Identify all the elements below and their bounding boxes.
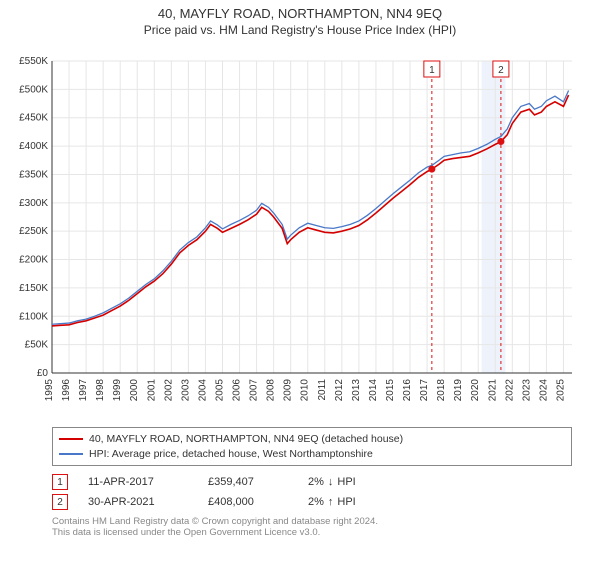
sale-date: 11-APR-2017 bbox=[88, 476, 188, 488]
svg-text:£550K: £550K bbox=[19, 56, 48, 67]
svg-text:2023: 2023 bbox=[521, 379, 532, 402]
svg-text:2020: 2020 bbox=[470, 379, 481, 402]
svg-text:1998: 1998 bbox=[95, 379, 106, 402]
sale-price: £408,000 bbox=[208, 496, 288, 508]
svg-text:2002: 2002 bbox=[163, 379, 174, 402]
svg-text:£500K: £500K bbox=[19, 84, 48, 95]
svg-text:2017: 2017 bbox=[419, 379, 430, 402]
svg-text:2006: 2006 bbox=[232, 379, 243, 402]
svg-text:£0: £0 bbox=[37, 368, 49, 379]
svg-text:£200K: £200K bbox=[19, 255, 48, 266]
sale-row: 2 30-APR-2021 £408,000 2%↑HPI bbox=[52, 494, 572, 510]
svg-text:1999: 1999 bbox=[112, 379, 123, 402]
sale-price: £359,407 bbox=[208, 476, 288, 488]
svg-text:£450K: £450K bbox=[19, 113, 48, 124]
svg-text:£300K: £300K bbox=[19, 198, 48, 209]
svg-text:2013: 2013 bbox=[351, 379, 362, 402]
svg-text:2015: 2015 bbox=[385, 379, 396, 402]
chart-container: 40, MAYFLY ROAD, NORTHAMPTON, NN4 9EQ Pr… bbox=[0, 6, 600, 538]
sale-date: 30-APR-2021 bbox=[88, 496, 188, 508]
svg-text:2003: 2003 bbox=[180, 379, 191, 402]
svg-text:2: 2 bbox=[498, 65, 504, 76]
arrow-icon: ↑ bbox=[328, 496, 334, 508]
svg-text:2025: 2025 bbox=[555, 379, 566, 402]
legend-item: 40, MAYFLY ROAD, NORTHAMPTON, NN4 9EQ (d… bbox=[59, 432, 565, 447]
svg-text:£50K: £50K bbox=[25, 340, 49, 351]
svg-text:£250K: £250K bbox=[19, 226, 48, 237]
footer-line-2: This data is licensed under the Open Gov… bbox=[52, 527, 572, 538]
footer-line-1: Contains HM Land Registry data © Crown c… bbox=[52, 516, 572, 527]
svg-text:£150K: £150K bbox=[19, 283, 48, 294]
svg-text:2011: 2011 bbox=[317, 379, 328, 401]
svg-text:1996: 1996 bbox=[61, 379, 72, 402]
svg-text:2016: 2016 bbox=[402, 379, 413, 402]
chart-subtitle: Price paid vs. HM Land Registry's House … bbox=[0, 23, 600, 37]
sale-marker: 1 bbox=[52, 474, 68, 490]
legend-label: 40, MAYFLY ROAD, NORTHAMPTON, NN4 9EQ (d… bbox=[89, 432, 403, 447]
svg-text:2004: 2004 bbox=[197, 379, 208, 402]
chart-title: 40, MAYFLY ROAD, NORTHAMPTON, NN4 9EQ bbox=[0, 6, 600, 21]
svg-text:£100K: £100K bbox=[19, 311, 48, 322]
chart-area: £0 £50K £100K £150K £200K £250K £300K £350K £400… bbox=[0, 41, 600, 421]
svg-text:2009: 2009 bbox=[283, 379, 294, 402]
svg-text:1: 1 bbox=[429, 65, 435, 76]
svg-text:2019: 2019 bbox=[453, 379, 464, 402]
svg-text:2001: 2001 bbox=[146, 379, 157, 402]
sale-diff: 2%↓HPI bbox=[308, 476, 356, 488]
svg-text:1995: 1995 bbox=[44, 379, 55, 402]
svg-text:2018: 2018 bbox=[436, 379, 447, 402]
footer-attribution: Contains HM Land Registry data © Crown c… bbox=[52, 516, 572, 538]
sales-table: 1 11-APR-2017 £359,407 2%↓HPI 2 30-APR-2021 £4… bbox=[52, 474, 572, 510]
svg-text:2010: 2010 bbox=[300, 379, 311, 402]
legend: 40, MAYFLY ROAD, NORTHAMPTON, NN4 9EQ (d… bbox=[52, 427, 572, 466]
svg-text:2014: 2014 bbox=[368, 379, 379, 402]
svg-text:2024: 2024 bbox=[538, 379, 549, 402]
svg-text:2008: 2008 bbox=[266, 379, 277, 402]
legend-swatch bbox=[59, 453, 83, 455]
svg-text:1997: 1997 bbox=[78, 379, 89, 402]
sale-diff: 2%↑HPI bbox=[308, 496, 356, 508]
svg-text:£350K: £350K bbox=[19, 169, 48, 180]
svg-text:2012: 2012 bbox=[334, 379, 345, 402]
svg-text:2007: 2007 bbox=[249, 379, 260, 402]
sale-marker: 2 bbox=[52, 494, 68, 510]
svg-text:2000: 2000 bbox=[129, 379, 140, 402]
legend-item: HPI: Average price, detached house, West… bbox=[59, 447, 565, 462]
svg-text:£400K: £400K bbox=[19, 141, 48, 152]
svg-text:2022: 2022 bbox=[504, 379, 515, 402]
sale-row: 1 11-APR-2017 £359,407 2%↓HPI bbox=[52, 474, 572, 490]
legend-label: HPI: Average price, detached house, West… bbox=[89, 447, 373, 462]
svg-text:2005: 2005 bbox=[214, 379, 225, 402]
svg-text:2021: 2021 bbox=[487, 379, 498, 402]
legend-swatch bbox=[59, 438, 83, 440]
arrow-icon: ↓ bbox=[328, 476, 334, 488]
line-chart: £0 £50K £100K £150K £200K £250K £300K £350K £400… bbox=[0, 41, 600, 421]
